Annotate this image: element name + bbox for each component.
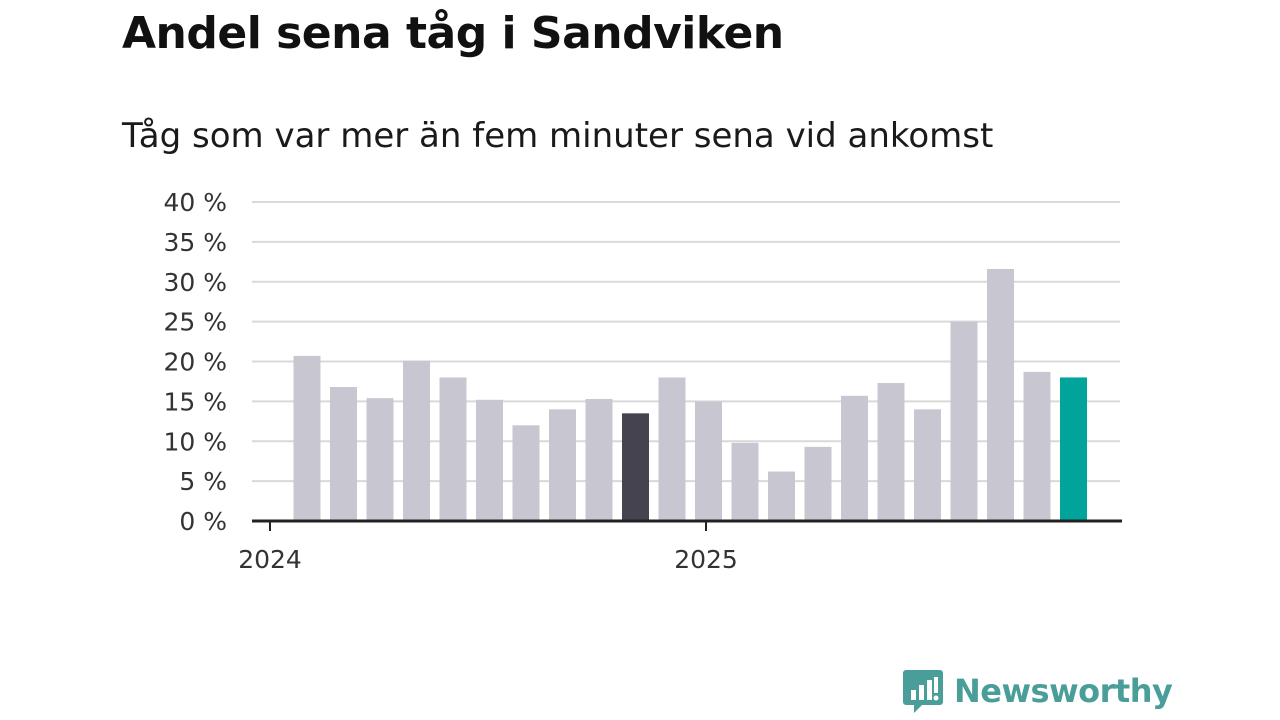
bar xyxy=(366,398,394,521)
y-tick-label: 25 % xyxy=(163,308,227,337)
y-tick-label: 35 % xyxy=(163,228,227,257)
chart-title: Andel sena tåg i Sandviken xyxy=(122,8,784,59)
y-tick-label: 40 % xyxy=(163,188,227,217)
bar xyxy=(877,383,905,521)
newsworthy-logo-icon xyxy=(903,670,943,713)
x-tick-label: 2025 xyxy=(674,545,738,574)
bar xyxy=(403,360,430,521)
bar xyxy=(1023,371,1051,521)
y-tick-label: 15 % xyxy=(163,387,227,416)
bar xyxy=(622,413,649,521)
y-tick-label: 30 % xyxy=(163,268,227,297)
bar xyxy=(549,409,576,521)
bar xyxy=(841,395,868,521)
y-tick-label: 5 % xyxy=(179,467,227,496)
bar xyxy=(804,446,832,521)
bar xyxy=(476,399,503,521)
x-tick-label: 2024 xyxy=(238,545,302,574)
bar xyxy=(658,377,686,521)
y-tick-label: 10 % xyxy=(163,427,227,456)
chart-subtitle: Tåg som var mer än fem minuter sena vid … xyxy=(122,116,994,156)
bar xyxy=(1060,377,1087,521)
newsworthy-logo: Newsworthy xyxy=(902,668,1173,714)
bar xyxy=(330,387,357,521)
brand-name: Newsworthy xyxy=(954,672,1173,710)
bar xyxy=(731,442,759,521)
bar xyxy=(695,401,722,521)
bar xyxy=(950,321,978,521)
bar xyxy=(585,398,613,521)
bar xyxy=(914,409,941,521)
bar xyxy=(768,471,795,521)
bar xyxy=(512,425,540,521)
bar xyxy=(987,268,1014,521)
bar xyxy=(293,355,321,521)
y-tick-label: 0 % xyxy=(179,507,227,536)
y-tick-label: 20 % xyxy=(163,348,227,377)
bar xyxy=(439,377,467,521)
